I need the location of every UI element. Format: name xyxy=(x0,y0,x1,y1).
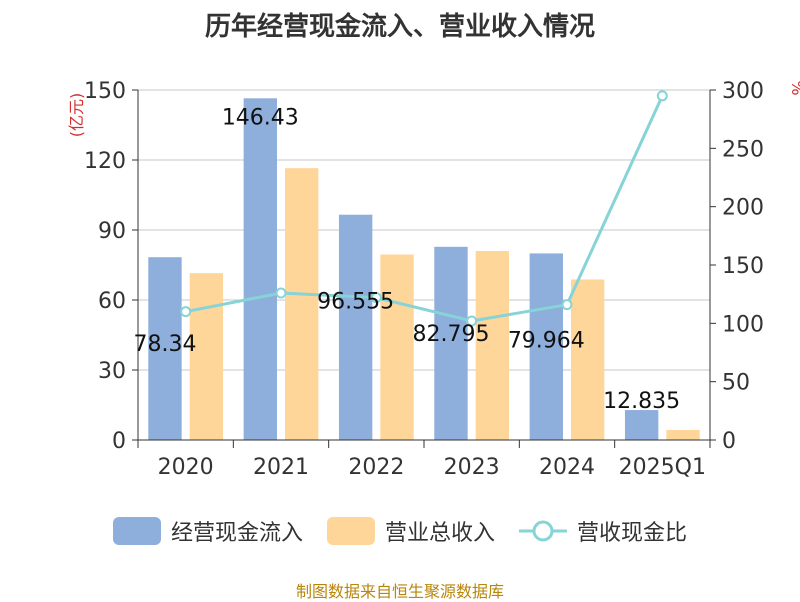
grid-lines xyxy=(138,89,710,371)
ratio-point xyxy=(466,315,478,327)
legend-swatch-cash-inflow xyxy=(112,517,161,545)
legend-item-ratio[interactable]: 营收现金比 xyxy=(519,515,687,547)
data-label-cash-inflow: 96.555 xyxy=(317,290,394,315)
x-tick-label: 2023 xyxy=(444,455,500,480)
left-tick-label: 30 xyxy=(98,359,126,384)
bar-cash-inflow xyxy=(624,410,659,440)
bar-cash-inflow xyxy=(243,98,277,440)
x-tick-label: 2022 xyxy=(348,455,404,480)
right-tick-label: 50 xyxy=(722,371,750,396)
right-tick-label: 200 xyxy=(722,196,764,221)
chart-title: 历年经营现金流入、营业收入情况 xyxy=(204,12,595,42)
ratio-point xyxy=(561,299,573,311)
right-tick-label: 0 xyxy=(722,429,736,454)
data-source-note: 制图数据来自恒生聚源数据库 xyxy=(295,582,504,601)
bar-revenue xyxy=(475,251,510,440)
legend-label-cash-inflow: 经营现金流入 xyxy=(170,521,303,546)
legend-item-cash-inflow[interactable]: 经营现金流入 xyxy=(112,515,303,547)
legend-item-revenue[interactable]: 营业总收入 xyxy=(326,515,495,547)
data-labels: 78.34 146.43 96.555 82.795 79.964 12.835 xyxy=(133,105,680,414)
ratio-point xyxy=(275,287,287,299)
left-axis-unit: (亿元) xyxy=(67,93,86,138)
bar-revenue xyxy=(380,254,414,440)
x-tick-label: 2021 xyxy=(253,455,309,480)
legend-label-ratio: 营收现金比 xyxy=(577,521,688,546)
legend-label-revenue: 营业总收入 xyxy=(384,521,495,546)
ratio-point xyxy=(656,90,668,102)
x-tick-label: 2020 xyxy=(158,455,214,480)
bar-cash-inflow xyxy=(434,246,468,440)
bar-revenue xyxy=(571,279,605,440)
left-tick-label: 0 xyxy=(112,429,126,454)
left-tick-label: 120 xyxy=(84,149,126,174)
data-label-cash-inflow: 12.835 xyxy=(603,389,680,414)
bar-cash-inflow xyxy=(338,214,373,440)
left-tick-label: 150 xyxy=(84,79,126,104)
bar-cash-inflow xyxy=(529,253,563,440)
left-tick-label: 60 xyxy=(98,289,126,314)
bar-cash-inflow xyxy=(148,257,182,440)
right-tick-label: 150 xyxy=(722,254,764,279)
bar-revenue xyxy=(189,273,224,440)
left-tick-label: 90 xyxy=(98,219,126,244)
x-tick-label: 2025Q1 xyxy=(619,455,706,480)
axes: 0 30 60 90 120 150 0 50 100 150 200 250 300 2020 2021 2… xyxy=(84,79,764,480)
bar-revenue xyxy=(666,429,700,440)
legend-swatch-ratio xyxy=(519,520,567,542)
data-label-cash-inflow: 78.34 xyxy=(133,332,196,357)
data-label-cash-inflow: 79.964 xyxy=(508,328,585,353)
bar-revenue xyxy=(285,168,319,440)
ratio-point xyxy=(370,292,382,304)
right-tick-label: 100 xyxy=(722,312,764,337)
data-label-cash-inflow: 146.43 xyxy=(222,105,299,130)
data-label-cash-inflow: 82.795 xyxy=(412,322,489,347)
legend: 经营现金流入 营业总收入 营收现金比 xyxy=(0,515,800,547)
x-tick-label: 2024 xyxy=(539,455,595,480)
right-axis-unit: % xyxy=(788,80,800,95)
legend-swatch-revenue xyxy=(326,517,375,545)
ratio-point xyxy=(180,306,192,318)
ratio-polyline xyxy=(185,95,664,323)
bars xyxy=(148,98,700,440)
right-tick-label: 250 xyxy=(722,137,764,162)
ratio-line xyxy=(180,90,668,327)
right-tick-label: 300 xyxy=(722,79,764,104)
